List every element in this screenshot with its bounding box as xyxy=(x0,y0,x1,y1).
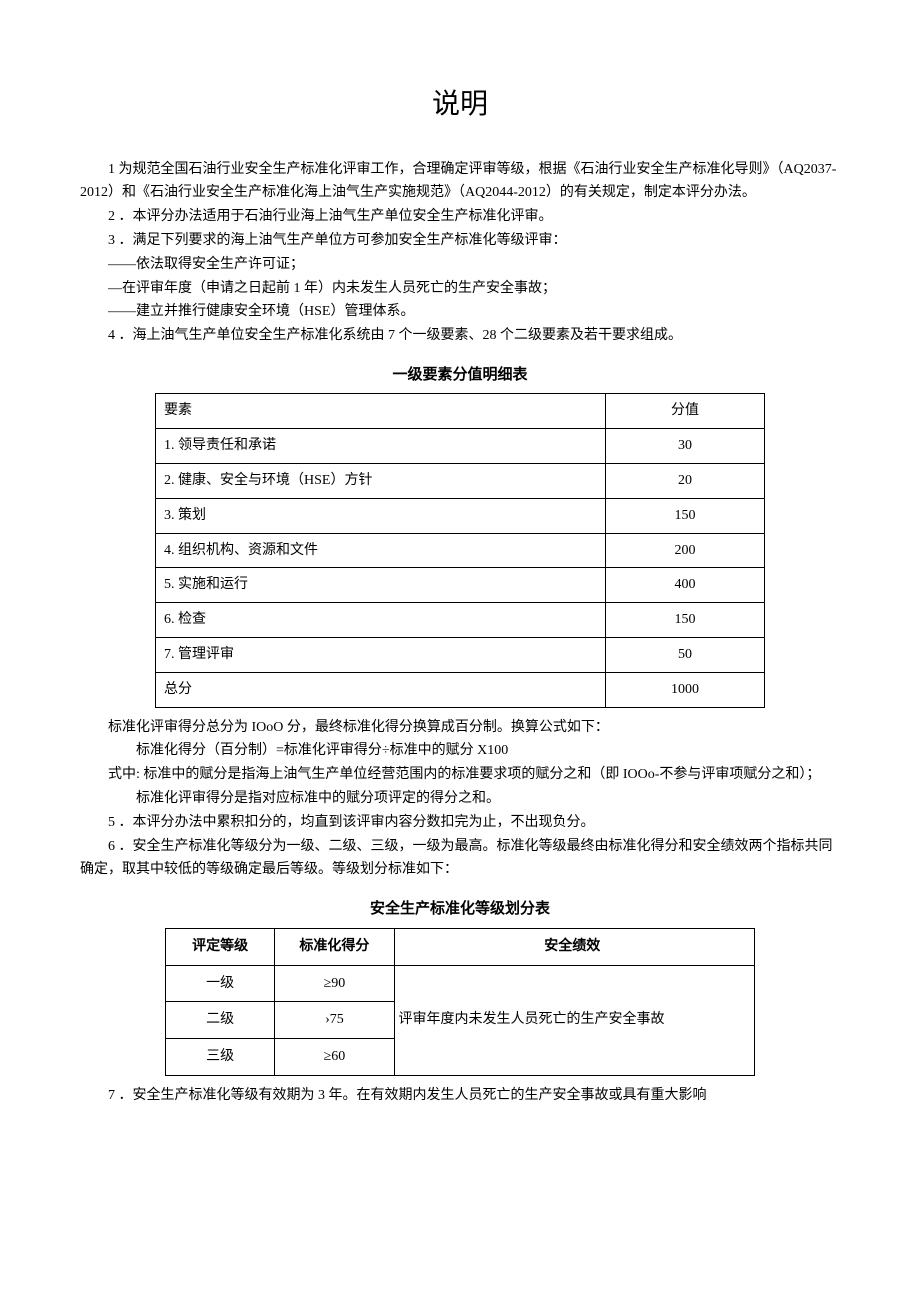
para-4: 4 ．海上油气生产单位安全生产标准化系统由 7 个一级要素、28 个二级要素及若… xyxy=(80,324,840,348)
cell-perf-merged: 评审年度内未发生人员死亡的生产安全事故 xyxy=(394,965,755,1075)
para-5c: 式中: 标准中的赋分是指海上油气生产单位经营范围内的标准要求项的赋分之和（即 I… xyxy=(80,763,840,787)
cell-element: 7. 管理评审 xyxy=(156,638,606,673)
cell-element: 3. 策划 xyxy=(156,498,606,533)
table-row: 总分1000 xyxy=(156,672,765,707)
cell-element: 6. 检查 xyxy=(156,603,606,638)
cell-std: ≥90 xyxy=(275,965,394,1002)
para-3: 3 ．满足下列要求的海上油气生产单位方可参加安全生产标准化等级评审： xyxy=(80,229,840,253)
para-5b: 标准化得分（百分制）=标准化评审得分÷标准中的赋分 X100 xyxy=(80,739,840,763)
cell-element: 1. 领导责任和承诺 xyxy=(156,429,606,464)
cell-score: 200 xyxy=(606,533,765,568)
para-8: 7 ．安全生产标准化等级有效期为 3 年。在有效期内发生人员死亡的生产安全事故或… xyxy=(80,1084,840,1108)
para-1: 1 为规范全国石油行业安全生产标准化评审工作，合理确定评审等级，根据《石油行业安… xyxy=(80,158,840,206)
cell-element: 总分 xyxy=(156,672,606,707)
table-row: 4. 组织机构、资源和文件200 xyxy=(156,533,765,568)
para-2: 2 ．本评分办法适用于石油行业海上油气生产单位安全生产标准化评审。 xyxy=(80,205,840,229)
cell-std: ›75 xyxy=(275,1002,394,1039)
table-grades: 评定等级 标准化得分 安全绩效 一级 ≥90 评审年度内未发生人员死亡的生产安全… xyxy=(165,928,755,1076)
th-element: 要素 xyxy=(156,394,606,429)
table-header-row: 评定等级 标准化得分 安全绩效 xyxy=(166,928,755,965)
table-elements: 要素 分值 1. 领导责任和承诺30 2. 健康、安全与环境（HSE）方针20 … xyxy=(155,393,765,707)
th-score: 分值 xyxy=(606,394,765,429)
table-row: 7. 管理评审50 xyxy=(156,638,765,673)
cell-score: 400 xyxy=(606,568,765,603)
para-6: 5 ．本评分办法中累积扣分的，均直到该评审内容分数扣完为止，不出现负分。 xyxy=(80,811,840,835)
cell-score: 20 xyxy=(606,464,765,499)
cell-grade: 三级 xyxy=(166,1039,275,1076)
table-row: 6. 检查150 xyxy=(156,603,765,638)
table2-title: 安全生产标准化等级划分表 xyxy=(80,896,840,922)
para-5d: 标准化评审得分是指对应标准中的赋分项评定的得分之和。 xyxy=(80,787,840,811)
th-perf: 安全绩效 xyxy=(394,928,755,965)
table-row: 1. 领导责任和承诺30 xyxy=(156,429,765,464)
th-std: 标准化得分 xyxy=(275,928,394,965)
cell-grade: 二级 xyxy=(166,1002,275,1039)
table-row: 3. 策划150 xyxy=(156,498,765,533)
para-7: 6 ．安全生产标准化等级分为一级、二级、三级，一级为最高。标准化等级最终由标准化… xyxy=(80,835,840,883)
cell-score: 50 xyxy=(606,638,765,673)
para-3b: —在评审年度（申请之日起前 1 年）内未发生人员死亡的生产安全事故； xyxy=(80,277,840,301)
table-header-row: 要素 分值 xyxy=(156,394,765,429)
doc-title: 说明 xyxy=(80,80,840,128)
cell-element: 5. 实施和运行 xyxy=(156,568,606,603)
th-grade: 评定等级 xyxy=(166,928,275,965)
table-row: 5. 实施和运行400 xyxy=(156,568,765,603)
cell-score: 150 xyxy=(606,498,765,533)
para-3a: ——依法取得安全生产许可证； xyxy=(80,253,840,277)
table-row: 一级 ≥90 评审年度内未发生人员死亡的生产安全事故 xyxy=(166,965,755,1002)
cell-score: 150 xyxy=(606,603,765,638)
para-5a: 标准化评审得分总分为 IOoO 分，最终标准化得分换算成百分制。换算公式如下： xyxy=(80,716,840,740)
cell-element: 2. 健康、安全与环境（HSE）方针 xyxy=(156,464,606,499)
cell-grade: 一级 xyxy=(166,965,275,1002)
cell-score: 30 xyxy=(606,429,765,464)
cell-std: ≥60 xyxy=(275,1039,394,1076)
table-row: 2. 健康、安全与环境（HSE）方针20 xyxy=(156,464,765,499)
table1-title: 一级要素分值明细表 xyxy=(80,362,840,388)
cell-element: 4. 组织机构、资源和文件 xyxy=(156,533,606,568)
cell-score: 1000 xyxy=(606,672,765,707)
para-3c: ——建立并推行健康安全环境（HSE）管理体系。 xyxy=(80,300,840,324)
